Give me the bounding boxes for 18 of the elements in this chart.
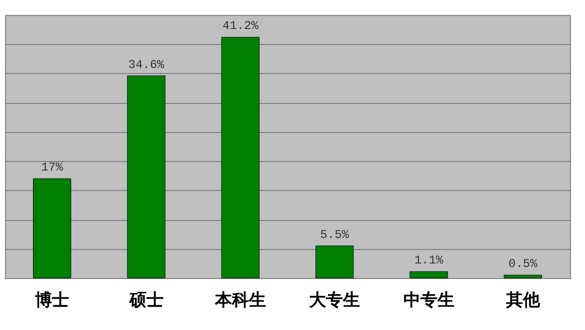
bar xyxy=(316,246,354,278)
bar xyxy=(221,36,260,278)
data-label: 41.2% xyxy=(222,19,260,34)
x-tick-label: 中专生 xyxy=(403,290,454,310)
x-tick-label: 博士 xyxy=(34,290,70,310)
bar xyxy=(33,178,72,278)
x-tick-label: 本科生 xyxy=(214,290,266,310)
data-label: 17% xyxy=(41,160,64,175)
data-label: 1.1% xyxy=(414,254,444,268)
x-tick-label: 大专生 xyxy=(309,290,360,310)
bar xyxy=(504,274,542,278)
x-tick-label: 硕士 xyxy=(128,290,164,310)
data-label: 5.5% xyxy=(320,228,350,242)
bar xyxy=(127,76,166,278)
data-label: 0.5% xyxy=(508,257,538,272)
x-tick-label: 其他 xyxy=(504,290,541,310)
data-label: 34.6% xyxy=(128,58,166,72)
bar xyxy=(410,271,448,278)
